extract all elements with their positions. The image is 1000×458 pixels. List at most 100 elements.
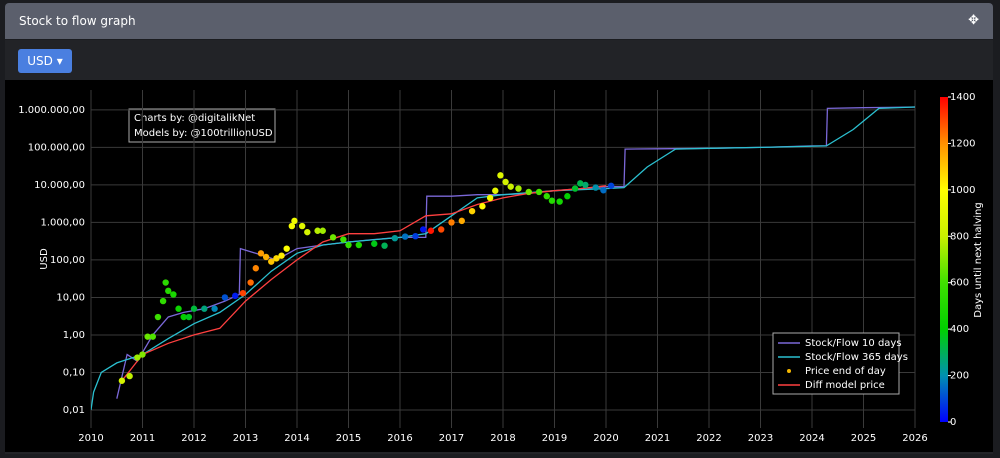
price-point xyxy=(468,207,476,215)
price-point xyxy=(371,240,378,247)
y-tick-label: 100,00 xyxy=(50,255,85,266)
price-point xyxy=(419,226,427,233)
price-point xyxy=(600,187,607,194)
price-point xyxy=(211,305,218,312)
x-tick-label: 2018 xyxy=(490,433,515,444)
price-point xyxy=(180,313,187,321)
legend-label: Stock/Flow 10 days xyxy=(805,338,902,349)
price-point xyxy=(607,182,615,189)
price-point xyxy=(165,287,172,295)
price-point xyxy=(170,291,177,298)
x-tick-label: 2023 xyxy=(748,433,773,444)
x-tick-label: 2011 xyxy=(130,433,155,444)
price-point xyxy=(525,188,532,196)
legend-label: Price end of day xyxy=(805,366,886,377)
price-point xyxy=(304,228,311,236)
y-tick-label: 0,10 xyxy=(63,367,85,378)
panel-header: Stock to flow graph ✥ xyxy=(5,3,993,39)
series-line xyxy=(91,106,915,410)
x-tick-label: 2020 xyxy=(593,433,618,444)
legend-swatch xyxy=(787,369,791,373)
x-tick-label: 2019 xyxy=(542,433,567,444)
price-point xyxy=(278,252,285,259)
price-point xyxy=(268,258,275,265)
colorbar-tick-label: 600 xyxy=(950,278,969,289)
price-point xyxy=(252,265,259,272)
price-point xyxy=(126,372,133,380)
price-point xyxy=(185,313,193,321)
x-tick-label: 2010 xyxy=(78,433,103,444)
y-tick-label: 10,00 xyxy=(56,292,85,303)
panel-title: Stock to flow graph xyxy=(19,14,136,28)
colorbar-title: Days until next halving xyxy=(973,202,984,317)
colorbar-tick-label: 1000 xyxy=(950,185,975,196)
price-point xyxy=(497,172,504,179)
x-tick-label: 2025 xyxy=(851,433,876,444)
annotation: Models by: @100trillionUSD xyxy=(134,128,273,139)
price-point xyxy=(486,194,494,202)
colorbar-tick-label: 0 xyxy=(950,417,956,428)
price-point xyxy=(507,183,514,190)
price-point xyxy=(149,333,156,340)
y-tick-label: 1,00 xyxy=(63,330,85,341)
colorbar-tick-label: 1200 xyxy=(950,138,975,149)
y-axis-label: USD xyxy=(39,248,50,270)
price-point xyxy=(239,289,247,297)
price-point xyxy=(427,227,435,234)
y-tick-label: 10.000,00 xyxy=(34,180,85,191)
price-point xyxy=(139,351,146,358)
price-point xyxy=(201,305,208,312)
currency-button[interactable]: USD ▾ xyxy=(18,49,72,73)
price-point xyxy=(154,313,162,321)
x-tick-label: 2026 xyxy=(902,433,927,444)
price-point xyxy=(401,233,409,240)
annotation-box xyxy=(128,108,276,143)
colorbar-tick-label: 400 xyxy=(950,324,969,335)
price-point xyxy=(144,333,151,340)
price-point xyxy=(345,241,352,249)
move-handle[interactable]: ✥ xyxy=(968,13,979,28)
price-point xyxy=(221,294,229,301)
price-point xyxy=(134,354,141,361)
price-point xyxy=(543,193,550,200)
series-line xyxy=(121,185,607,382)
x-tick-label: 2015 xyxy=(336,433,361,444)
x-tick-label: 2024 xyxy=(799,433,824,444)
price-point xyxy=(329,234,337,241)
price-point xyxy=(535,188,543,196)
currency-label: USD xyxy=(27,54,53,68)
price-point xyxy=(288,222,296,230)
price-point xyxy=(118,377,126,384)
price-point xyxy=(458,217,465,225)
price-point xyxy=(571,185,579,192)
y-tick-label: 0,01 xyxy=(63,405,85,416)
price-point xyxy=(232,292,239,300)
annotation: Charts by: @digitalikNet xyxy=(134,113,255,124)
price-point xyxy=(175,305,182,312)
price-point xyxy=(492,187,499,194)
colorbar-tick-label: 200 xyxy=(950,371,969,382)
price-point xyxy=(564,193,571,200)
x-tick-label: 2016 xyxy=(387,433,412,444)
price-point xyxy=(548,197,556,204)
legend-label: Diff model price xyxy=(805,380,885,391)
price-point xyxy=(391,234,399,242)
price-point xyxy=(257,250,265,257)
colorbar-tick-label: 800 xyxy=(950,231,969,242)
x-tick-label: 2012 xyxy=(181,433,206,444)
colorbar xyxy=(940,97,948,422)
y-tick-label: 1.000.000,00 xyxy=(18,105,85,116)
price-point xyxy=(190,305,198,312)
price-point xyxy=(162,279,169,286)
price-point xyxy=(438,226,445,233)
price-point xyxy=(577,180,584,187)
legend-label: Stock/Flow 365 days xyxy=(805,352,908,363)
x-tick-label: 2017 xyxy=(439,433,464,444)
price-point xyxy=(448,219,455,226)
price-point xyxy=(381,242,388,249)
y-tick-label: 100.000,00 xyxy=(28,142,85,153)
price-point xyxy=(159,297,167,305)
price-point xyxy=(262,253,270,261)
